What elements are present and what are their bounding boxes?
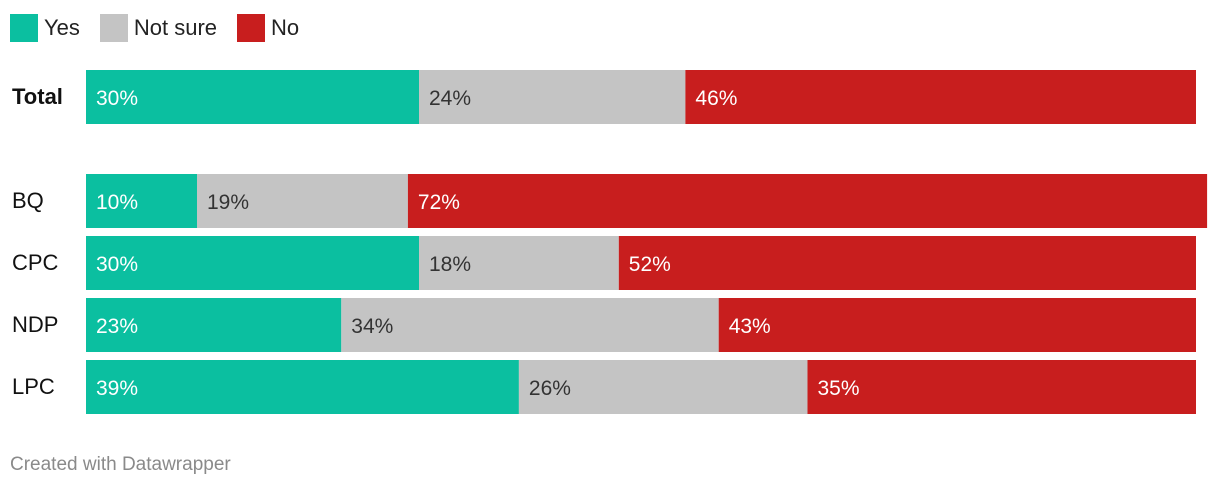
legend-item-yes: Yes	[10, 14, 80, 42]
legend-item-no: No	[237, 14, 299, 42]
bar-bq-not-sure	[197, 174, 408, 228]
data-label-cpc-yes: 30%	[96, 253, 138, 276]
data-label-bq-no: 72%	[418, 191, 460, 214]
legend-label-yes: Yes	[44, 15, 80, 40]
credit-text: Created with Datawrapper	[10, 454, 231, 475]
data-label-lpc-yes: 39%	[96, 377, 138, 400]
data-label-bq-not-sure: 19%	[207, 191, 249, 214]
bar-bq-yes	[86, 174, 197, 228]
bar-plot-area: 30% 24% 46% 10% 19% 72% 30% 18% 52% 23% 34% 43% 39% 2…	[86, 70, 1208, 414]
data-label-ndp-yes: 23%	[96, 315, 138, 338]
legend-swatch-yes	[10, 14, 38, 42]
bar-ndp-yes	[86, 298, 342, 352]
legend-label-no: No	[271, 15, 300, 40]
bar-total-no	[685, 70, 1196, 124]
bar-lpc-not-sure	[518, 360, 808, 414]
bar-ndp-no	[718, 298, 1196, 352]
legend-item-not-sure: Not sure	[99, 14, 218, 42]
data-label-total-no: 46%	[695, 87, 737, 110]
data-label-ndp-no: 43%	[729, 315, 771, 338]
row-label-lpc: LPC	[12, 374, 55, 399]
bar-total-yes	[86, 70, 419, 124]
bar-bq-no	[407, 174, 1208, 228]
bar-cpc-yes	[86, 236, 419, 290]
bar-lpc-yes	[86, 360, 519, 414]
row-label-bq: BQ	[12, 188, 44, 213]
bar-cpc-not-sure	[419, 236, 619, 290]
data-label-total-yes: 30%	[96, 87, 138, 110]
legend-label-not-sure: Not sure	[133, 15, 218, 40]
data-label-cpc-no: 52%	[629, 253, 671, 276]
data-label-total-not-sure: 24%	[429, 87, 471, 110]
bar-lpc-no	[807, 360, 1196, 414]
data-label-lpc-no: 35%	[818, 377, 860, 400]
stacked-bar-chart: 30% 24% 46% 10% 19% 72% 30% 18% 52% 23% 34% 43% 39% 2…	[12, 70, 1208, 414]
data-label-cpc-not-sure: 18%	[429, 253, 471, 276]
row-label-cpc: CPC	[12, 250, 59, 275]
legend-swatch-no	[237, 14, 266, 42]
bar-total-not-sure	[419, 70, 686, 124]
data-label-bq-yes: 10%	[96, 191, 138, 214]
legend: Yes Not sure No	[10, 12, 319, 44]
row-label-total: Total	[12, 84, 63, 109]
data-label-ndp-not-sure: 34%	[351, 315, 393, 338]
data-label-lpc-not-sure: 26%	[529, 377, 571, 400]
legend-swatch-not-sure	[99, 14, 128, 42]
row-label-ndp: NDP	[12, 312, 59, 337]
bar-cpc-no	[618, 236, 1196, 290]
bar-ndp-not-sure	[341, 298, 719, 352]
